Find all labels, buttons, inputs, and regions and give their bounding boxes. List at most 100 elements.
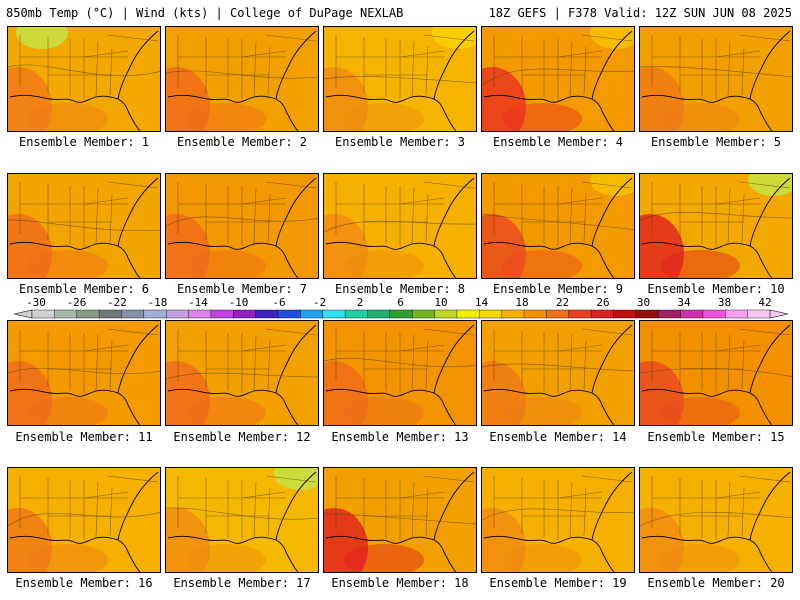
colorbar-tick-label: 30 bbox=[636, 296, 651, 309]
pressure-contour bbox=[8, 219, 160, 232]
temperature-map bbox=[324, 27, 476, 131]
pressure-contour bbox=[8, 64, 160, 77]
warm-anomaly bbox=[482, 67, 526, 131]
pressure-contour bbox=[8, 512, 160, 527]
warm-anomaly bbox=[324, 67, 368, 131]
colorbar-segment bbox=[76, 309, 100, 319]
pressure-contour bbox=[166, 372, 318, 380]
colorbar-tick-label: 2 bbox=[356, 296, 364, 309]
member-caption: Ensemble Member: 1 bbox=[18, 135, 150, 149]
member-caption: Ensemble Member: 5 bbox=[650, 135, 782, 149]
pressure-contour bbox=[324, 76, 476, 84]
colorbar-segment bbox=[98, 309, 123, 319]
cool-anomaly bbox=[274, 468, 318, 490]
state-borders bbox=[177, 181, 317, 246]
warm-anomaly bbox=[482, 361, 526, 425]
gulf-warm-area bbox=[660, 544, 740, 572]
member-caption: Ensemble Member: 15 bbox=[647, 430, 785, 444]
coastline bbox=[641, 30, 791, 131]
cool-anomaly bbox=[16, 27, 68, 49]
warm-anomaly bbox=[324, 361, 368, 425]
gulf-warm-area bbox=[344, 544, 424, 572]
pressure-contour bbox=[324, 513, 476, 525]
colorbar-segment bbox=[322, 309, 346, 319]
state-borders bbox=[651, 34, 791, 99]
colorbar-segment bbox=[546, 309, 570, 319]
warm-anomaly bbox=[166, 67, 210, 131]
ensemble-map-10 bbox=[639, 173, 793, 279]
coastline bbox=[483, 471, 633, 572]
map-title: 850mb Temp (°C) | Wind (kts) | College o… bbox=[6, 6, 404, 20]
cool-anomaly bbox=[432, 27, 476, 49]
gulf-warm-area bbox=[28, 103, 108, 131]
pressure-contour bbox=[166, 70, 318, 79]
member-caption: Ensemble Member: 10 bbox=[647, 282, 785, 296]
colorbar-tick-label: -2 bbox=[312, 296, 327, 309]
colorbar-segment bbox=[31, 309, 56, 319]
member-caption: Ensemble Member: 16 bbox=[15, 576, 153, 590]
ensemble-map-2 bbox=[165, 26, 319, 132]
warm-anomaly bbox=[640, 67, 684, 131]
pressure-contour bbox=[166, 507, 318, 520]
gulf-warm-area bbox=[186, 103, 266, 131]
colorbar-segment bbox=[434, 309, 458, 319]
pressure-contour bbox=[324, 358, 476, 368]
ensemble-map-16 bbox=[7, 467, 161, 573]
colorbar-segment bbox=[523, 309, 548, 319]
colorbar-tick-label: 34 bbox=[677, 296, 691, 309]
member-caption: Ensemble Member: 3 bbox=[334, 135, 466, 149]
colorbar-segment bbox=[411, 309, 436, 319]
member-caption: Ensemble Member: 13 bbox=[331, 430, 469, 444]
colorbar-tick-label: -26 bbox=[66, 296, 87, 309]
temperature-map bbox=[482, 174, 634, 278]
colorbar-segment bbox=[165, 309, 190, 319]
colorbar-segment bbox=[367, 309, 391, 319]
member-caption: Ensemble Member: 2 bbox=[176, 135, 308, 149]
state-borders bbox=[177, 328, 317, 393]
colorbar-segment bbox=[590, 309, 615, 319]
cool-anomaly bbox=[590, 174, 634, 196]
temperature-map bbox=[166, 468, 318, 572]
warm-anomaly bbox=[640, 361, 684, 425]
gulf-warm-area bbox=[344, 397, 424, 425]
colorbar-segment bbox=[479, 309, 503, 319]
warm-anomaly bbox=[8, 67, 52, 131]
temperature-colorbar bbox=[13, 309, 789, 319]
member-caption: Ensemble Member: 4 bbox=[492, 135, 624, 149]
colorbar-tick-label: 22 bbox=[555, 296, 570, 309]
coastline bbox=[641, 471, 791, 572]
state-borders bbox=[19, 34, 159, 99]
gulf-warm-area bbox=[502, 397, 582, 425]
ensemble-map-19 bbox=[481, 467, 635, 573]
cool-anomaly bbox=[748, 174, 792, 196]
colorbar-segment bbox=[568, 309, 592, 319]
coastline bbox=[9, 471, 159, 572]
colorbar-tick-label: 38 bbox=[717, 296, 732, 309]
colorbar-segment bbox=[725, 309, 749, 319]
cool-anomaly bbox=[590, 27, 634, 49]
gulf-warm-area bbox=[660, 103, 740, 131]
gulf-warm-area bbox=[186, 250, 266, 278]
gulf-warm-area bbox=[502, 544, 582, 572]
temperature-map bbox=[640, 468, 792, 572]
temperature-map bbox=[8, 468, 160, 572]
colorbar-segment bbox=[747, 309, 771, 319]
coastline bbox=[167, 324, 317, 425]
state-borders bbox=[651, 475, 791, 540]
colorbar-segment bbox=[277, 309, 302, 319]
colorbar-segment bbox=[657, 309, 682, 319]
pressure-contour bbox=[640, 367, 792, 378]
gulf-warm-area bbox=[28, 250, 108, 278]
gulf-warm-area bbox=[186, 397, 266, 425]
member-caption: Ensemble Member: 17 bbox=[173, 576, 311, 590]
colorbar-segment bbox=[635, 309, 659, 319]
state-borders bbox=[493, 181, 633, 246]
temperature-map bbox=[324, 321, 476, 425]
member-caption: Ensemble Member: 19 bbox=[489, 576, 627, 590]
colorbar-tick-label: 26 bbox=[596, 296, 610, 309]
coastline bbox=[641, 177, 791, 278]
temperature-map bbox=[8, 174, 160, 278]
member-caption: Ensemble Member: 11 bbox=[15, 430, 153, 444]
state-borders bbox=[19, 328, 159, 393]
colorbar-segment bbox=[613, 309, 637, 319]
